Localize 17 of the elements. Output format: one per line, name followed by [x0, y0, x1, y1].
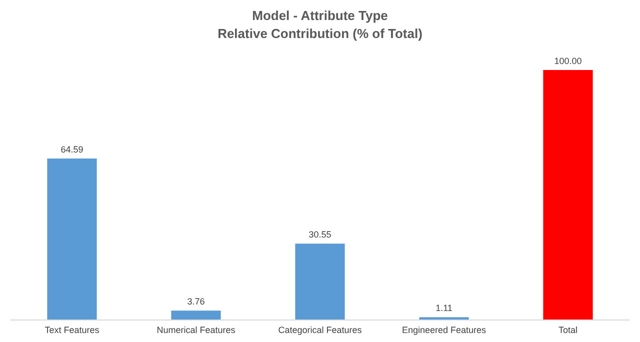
chart-subtitle: Relative Contribution (% of Total) [218, 26, 422, 41]
bar [419, 317, 469, 320]
bar [47, 158, 97, 320]
bar [295, 244, 345, 320]
chart-title: Model - Attribute Type [252, 8, 388, 23]
x-tick-label: Numerical Features [156, 324, 236, 335]
data-label: 30.55 [308, 230, 332, 240]
x-tick-label: Categorical Features [278, 324, 362, 335]
x-tick-label: Engineered Features [402, 324, 487, 335]
data-label: 64.59 [60, 144, 84, 155]
x-tick-label: Text Features [44, 324, 100, 335]
bar [171, 310, 221, 320]
bar [543, 70, 593, 320]
data-label: 3.76 [187, 296, 205, 307]
x-tick-label: Total [558, 324, 578, 335]
data-label: 100.00 [554, 56, 582, 66]
data-label: 1.11 [436, 303, 452, 314]
